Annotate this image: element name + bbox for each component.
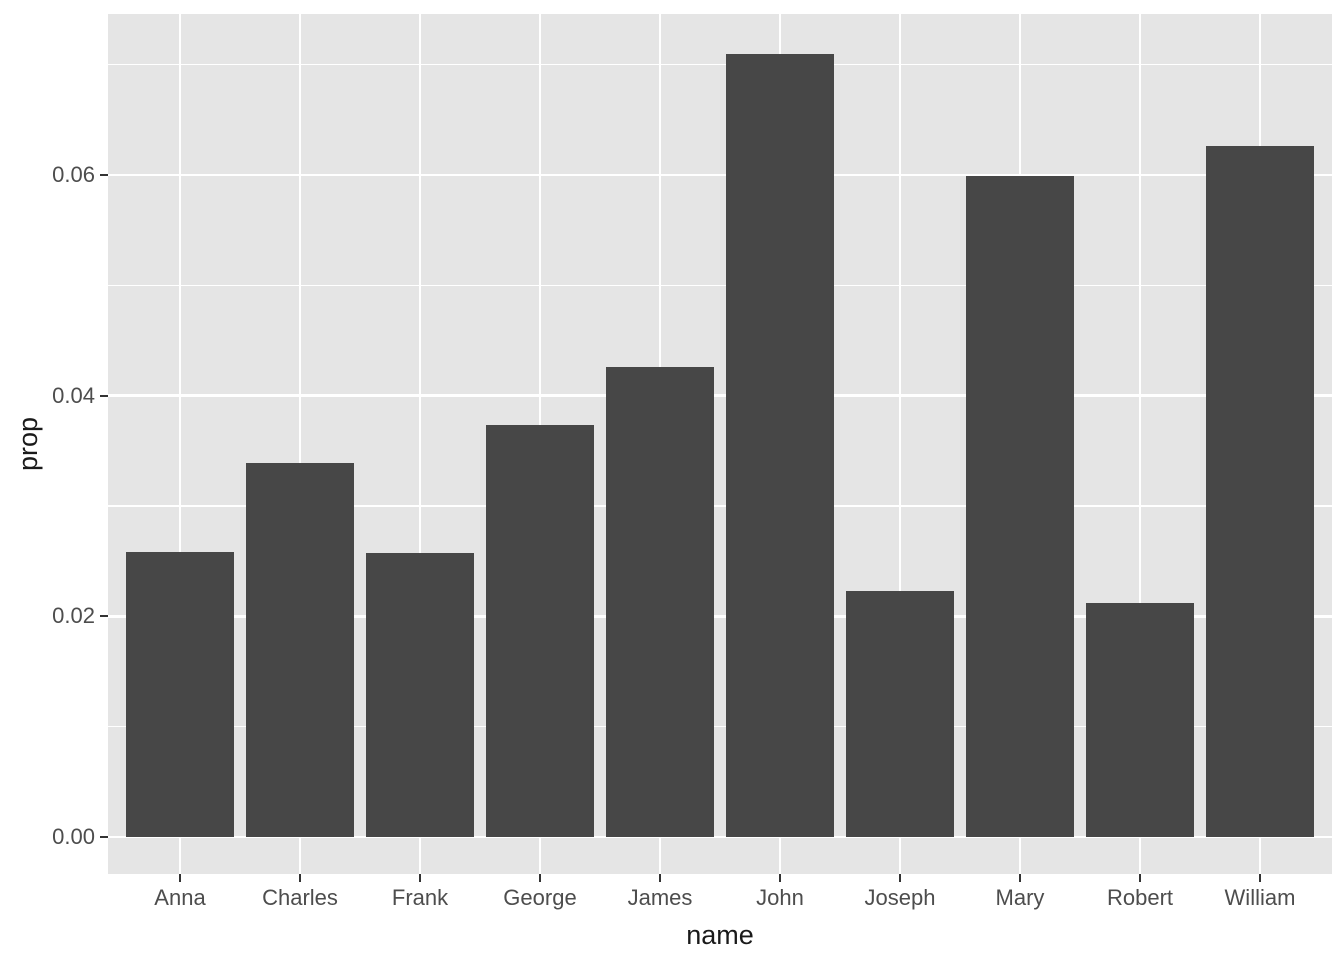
x-axis-tick [419, 874, 421, 882]
x-tick-label: Joseph [864, 885, 936, 910]
minor-gridline [108, 725, 1332, 728]
x-axis-tick [779, 874, 781, 882]
vertical-gridline [298, 14, 302, 874]
x-tick-label: Robert [1106, 885, 1174, 910]
y-axis-tick [100, 835, 108, 838]
x-axis-tick [899, 874, 901, 882]
x-tick-label: William [1224, 885, 1296, 910]
y-axis-tick [100, 394, 108, 397]
minor-gridline [108, 505, 1332, 507]
bar-robert [1086, 603, 1194, 837]
x-axis-tick [299, 874, 301, 882]
y-axis-tick [100, 174, 108, 177]
bar-john [726, 53, 834, 837]
x-axis-tick [659, 874, 661, 882]
bar-joseph [846, 590, 954, 837]
x-tick-label: Anna [154, 885, 206, 910]
x-axis-tick [1259, 874, 1261, 882]
vertical-gridline [418, 14, 422, 874]
vertical-gridline [1138, 14, 1142, 874]
bar-mary [966, 176, 1074, 837]
bar-george [486, 425, 594, 837]
bar-anna [126, 552, 234, 837]
vertical-gridline [898, 14, 902, 874]
x-axis-tick [539, 874, 541, 882]
minor-gridline [108, 64, 1332, 66]
bar-james [606, 367, 714, 837]
bar-charles [246, 462, 354, 837]
y-tick-label: 0.02 [52, 603, 95, 629]
x-tick-label: Charles [262, 885, 338, 910]
x-axis-tick [179, 874, 181, 882]
x-axis-tick [1139, 874, 1141, 882]
y-tick-label: 0.04 [52, 382, 95, 408]
x-tick-label: John [756, 885, 804, 910]
x-tick-label: James [627, 885, 693, 910]
major-gridline [108, 835, 1332, 839]
major-gridline [108, 615, 1332, 618]
bar-frank [366, 553, 474, 837]
x-tick-label: Mary [995, 885, 1045, 910]
major-gridline [108, 173, 1332, 177]
major-gridline [108, 394, 1332, 397]
x-tick-label: George [503, 885, 577, 910]
y-tick-label: 0.06 [52, 162, 95, 188]
plot-panel [108, 14, 1332, 874]
y-tick-label: 0.00 [52, 823, 95, 849]
y-axis-tick [100, 615, 108, 618]
y-axis-title: prop [13, 416, 43, 472]
vertical-gridline [178, 14, 182, 874]
minor-gridline [108, 284, 1332, 287]
bar-william [1206, 146, 1314, 837]
x-axis-tick [1019, 874, 1021, 882]
x-axis-title: name [686, 920, 754, 950]
x-tick-label: Frank [391, 885, 449, 910]
